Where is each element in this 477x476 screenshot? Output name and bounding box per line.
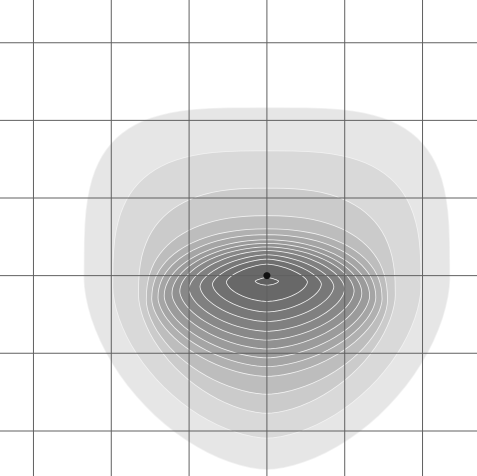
marker-layer	[263, 272, 271, 280]
data-point-marker	[263, 272, 271, 280]
